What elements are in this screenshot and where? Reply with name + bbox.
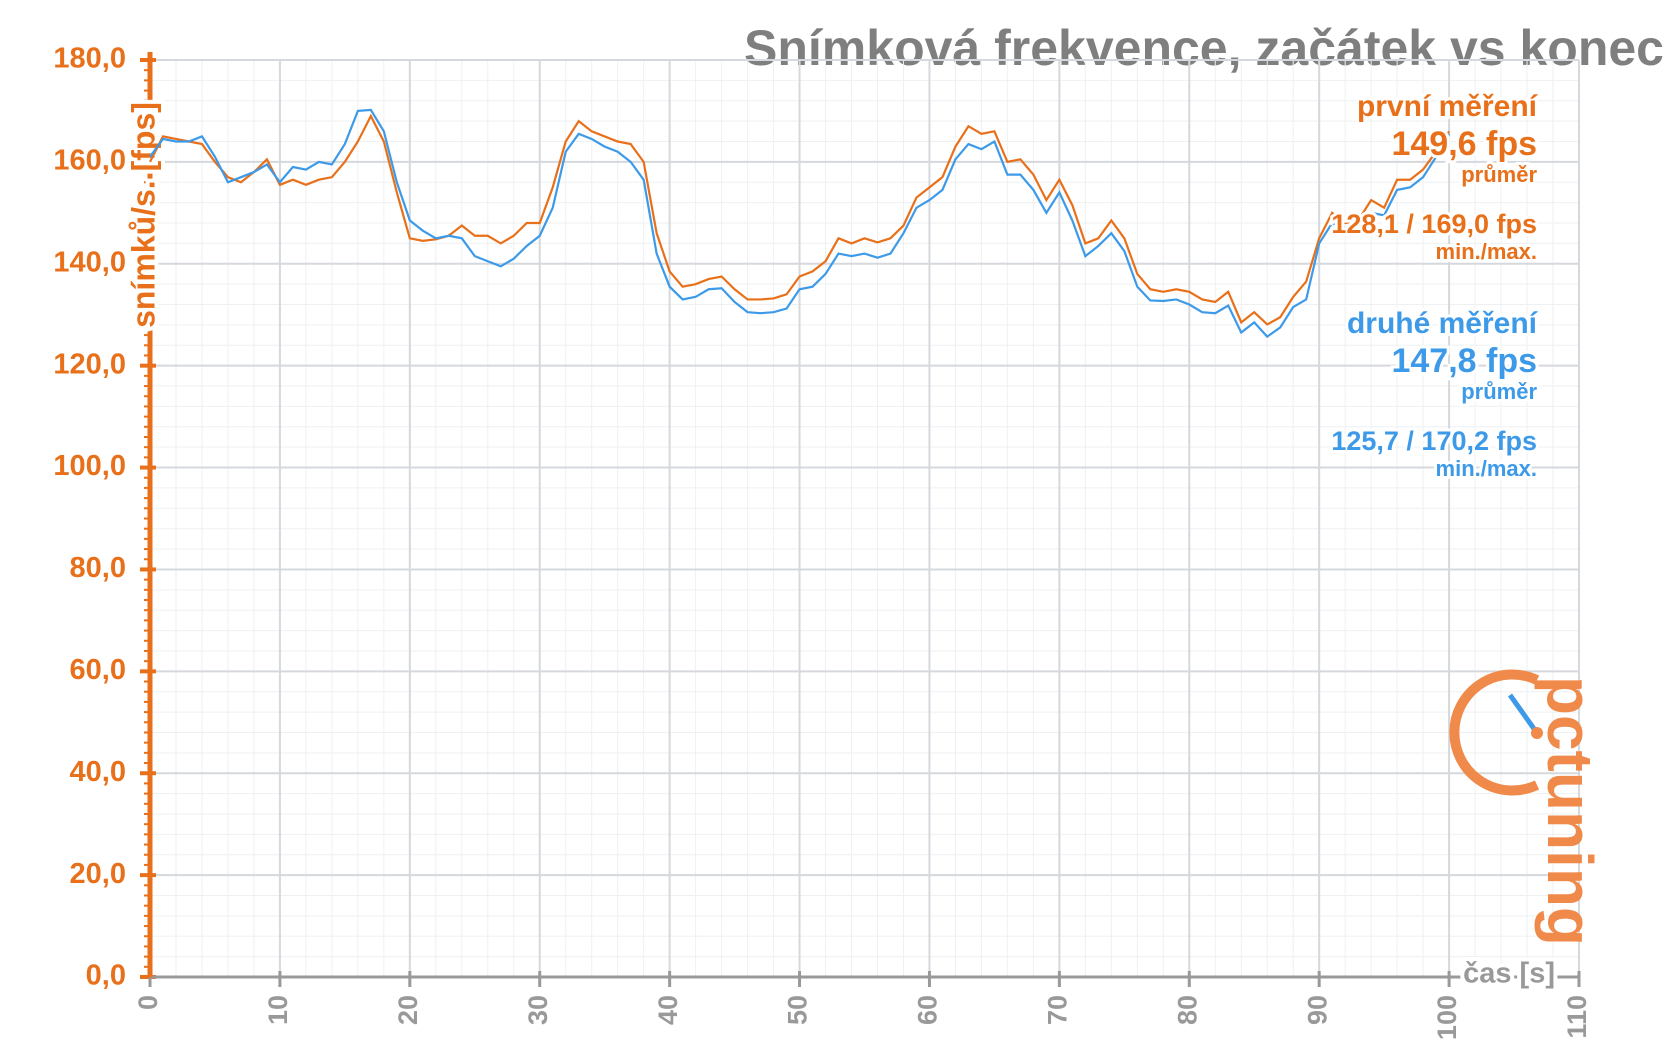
x-tick-label: 90 xyxy=(1302,995,1332,1025)
x-tick-label: 60 xyxy=(913,995,943,1025)
chart-title: Snímková frekvence, začátek vs konec xyxy=(744,20,1664,76)
logo-gauge xyxy=(1449,669,1540,796)
series-average: 147,8 fps xyxy=(1391,342,1537,380)
series-line xyxy=(149,108,1451,339)
series-minmax: 128,1 / 169,0 fps xyxy=(1331,209,1537,239)
series-minmax: 125,7 / 170,2 fps xyxy=(1331,426,1537,456)
y-tick-label: 120,0 xyxy=(53,348,126,380)
x-tick-label: 80 xyxy=(1172,995,1202,1025)
logo: pctuning xyxy=(1534,676,1606,946)
y-tick-label: 180,0 xyxy=(53,43,126,75)
x-tick-label: 110 xyxy=(1562,995,1592,1039)
series-average: 149,6 fps xyxy=(1391,125,1537,163)
x-tick-label: 30 xyxy=(523,995,553,1025)
y-axis-label: snímků/s. [fps] xyxy=(125,102,161,328)
y-tick-label: 80,0 xyxy=(70,552,126,584)
x-tick-label: 50 xyxy=(783,995,813,1025)
series-minmax-label: min./max. xyxy=(1436,456,1537,481)
y-tick-label: 60,0 xyxy=(70,654,126,686)
x-tick-label: 20 xyxy=(393,995,423,1025)
y-tick-label: 40,0 xyxy=(70,756,126,788)
series-name: druhé měření xyxy=(1347,307,1539,340)
x-tick-label: 0 xyxy=(133,995,163,1010)
series-average-label: průměr xyxy=(1461,162,1537,187)
series-line xyxy=(149,113,1451,326)
y-tick-label: 100,0 xyxy=(53,450,126,482)
x-tick-label: 40 xyxy=(653,995,683,1025)
x-axis-label: čas [s] xyxy=(1463,958,1555,990)
series-minmax-label: min./max. xyxy=(1436,239,1537,264)
logo-hub xyxy=(1531,727,1543,739)
series-average-label: průměr xyxy=(1461,379,1537,404)
logo-needle xyxy=(1507,693,1540,735)
series-name: první měření xyxy=(1357,90,1539,123)
x-tick-label: 100 xyxy=(1432,995,1462,1040)
y-tick-label: 140,0 xyxy=(53,246,126,278)
y-tick-label: 0,0 xyxy=(86,960,126,992)
x-tick-label: 10 xyxy=(263,995,293,1025)
y-tick-label: 20,0 xyxy=(70,858,126,890)
y-tick-label: 160,0 xyxy=(53,145,126,177)
x-tick-label: 70 xyxy=(1042,995,1072,1025)
